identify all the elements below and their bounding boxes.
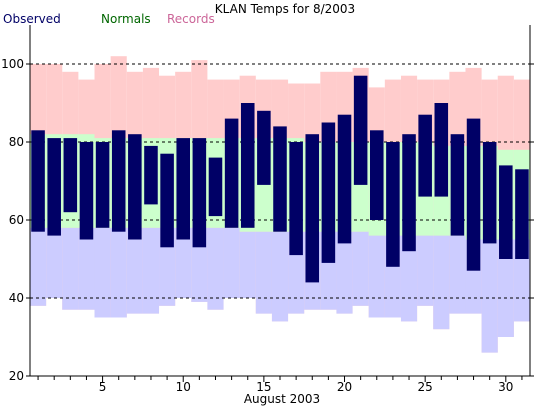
cool-band [94,227,111,298]
record-low-extension [207,298,224,310]
observed-bar [289,142,303,256]
observed-bar [402,134,416,252]
observed-bar [208,157,223,217]
observed-bar [305,134,320,283]
cool-band [481,239,498,298]
observed-bar [337,114,352,244]
y-tick-label: 60 [9,213,24,227]
record-low-extension [94,298,111,318]
cool-band [78,227,95,298]
observed-bar [128,134,142,240]
x-tick-label: 30 [498,380,513,394]
observed-bar [434,103,449,197]
record-low-extension [126,298,143,314]
legend-records: Records [167,12,215,26]
chart-title: KLAN Temps for 8/2003 [215,2,355,16]
cool-band [255,231,272,298]
cool-band [126,227,143,298]
record-low-extension [110,298,127,318]
cool-band [62,227,79,298]
cool-band [368,235,385,298]
observed-bar [160,153,174,248]
observed-bar [273,126,287,232]
record-low-extension [142,298,160,314]
observed-bar [79,142,94,240]
cool-band [30,227,47,298]
observed-bar [370,130,384,220]
cool-band [223,227,240,298]
x-tick-label: 10 [176,380,191,394]
record-low-extension [78,298,95,310]
y-tick-label: 40 [9,291,24,305]
observed-bar [240,103,255,228]
x-axis-label: August 2003 [244,392,320,406]
record-low-extension [433,298,450,330]
observed-bar [224,118,239,228]
observed-bar [47,138,61,236]
cool-band [449,235,466,298]
x-tick-label: 15 [256,380,271,394]
observed-bar [111,130,126,232]
observed-bar [176,138,190,240]
observed-bar [466,118,481,271]
record-low-extension [30,298,47,306]
observed-bar [353,75,368,185]
observed-bar [418,114,432,197]
record-low-extension [304,298,321,310]
legend-observed: Observed [3,12,61,26]
observed-bar [63,138,78,213]
cool-band [175,227,192,298]
cool-band [142,227,160,298]
cool-band [207,227,224,298]
record-low-extension [191,298,208,302]
observed-bar [386,142,400,267]
cool-band [46,227,63,298]
cool-band [336,231,353,298]
record-low-extension [384,298,401,318]
plot-area: 20 40 60 80 100 5 10 15 20 25 30 [1,25,534,394]
record-low-extension [368,298,385,318]
record-low-extension [513,298,530,322]
record-low-extension [288,298,305,314]
cool-band [400,235,418,298]
record-low-extension [255,298,272,314]
observed-bar [515,169,529,259]
record-low-extension [62,298,79,310]
observed-bar [482,142,497,244]
record-low-extension [417,298,434,306]
observed-bar [95,142,110,228]
cool-band [417,235,434,298]
record-low-extension [481,298,498,353]
observed-bar [321,122,336,263]
record-low-extension [352,298,369,306]
record-low-extension [271,298,289,322]
cool-band [352,231,369,298]
observed-bar [192,138,207,248]
record-low-extension [400,298,418,322]
cool-band [239,231,256,298]
observed-bar [450,134,465,236]
cool-band [433,235,450,298]
x-tick-label: 25 [418,380,433,394]
observed-bar [257,110,271,185]
observed-bar [31,130,45,232]
record-low-extension [159,298,176,306]
y-tick-label: 100 [1,57,24,71]
cool-band [110,227,127,298]
record-low-extension [465,298,482,314]
observed-bar [144,145,158,205]
y-tick-label: 80 [9,135,24,149]
record-low-extension [449,298,466,314]
record-low-extension [497,298,514,337]
record-low-extension [336,298,353,314]
record-low-extension [320,298,337,310]
x-tick-label: 5 [99,380,107,394]
cool-band [271,231,289,298]
observed-bar [499,165,513,259]
y-tick-label: 20 [9,369,24,383]
x-tick-label: 20 [337,380,352,394]
legend-normals: Normals [101,12,151,26]
